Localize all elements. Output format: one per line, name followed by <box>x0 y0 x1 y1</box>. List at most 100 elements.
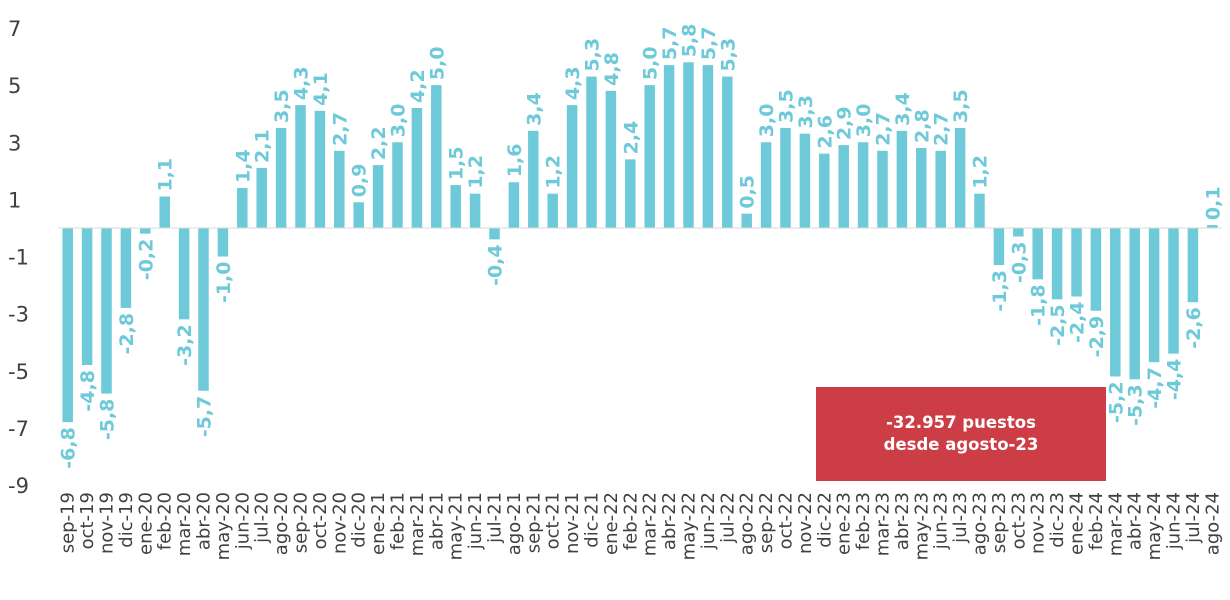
bar <box>1032 227 1043 280</box>
data-label: -2,6 <box>1183 307 1205 349</box>
data-label: 1,2 <box>970 155 992 189</box>
bar <box>760 142 772 228</box>
data-label: 5,7 <box>698 26 720 60</box>
x-tick-label: sep-20 <box>291 492 312 553</box>
x-tick-label: may-21 <box>446 492 467 560</box>
x-tick-label: feb-24 <box>1086 492 1107 550</box>
bar <box>857 142 869 228</box>
data-label: -2,5 <box>1047 304 1069 346</box>
data-label: 4,3 <box>291 66 313 100</box>
bar <box>974 193 985 228</box>
bar <box>431 85 442 228</box>
x-tick-label: may-22 <box>679 492 700 560</box>
bar <box>799 133 811 228</box>
bar <box>1187 227 1199 303</box>
bar <box>198 227 209 391</box>
x-tick-label: sep-19 <box>58 492 79 553</box>
x-tick-label: mar-21 <box>407 492 428 556</box>
bar <box>722 76 733 228</box>
bars-group <box>62 62 1218 423</box>
x-tick-label: dic-20 <box>349 492 370 548</box>
bar <box>275 127 287 228</box>
bar <box>663 65 675 228</box>
data-label: 3,4 <box>523 92 545 126</box>
bar <box>819 153 830 228</box>
data-label: 4,3 <box>562 66 584 100</box>
bar <box>625 159 636 228</box>
x-tick-label: may-23 <box>911 492 932 560</box>
bar <box>877 150 888 228</box>
bar <box>644 85 655 228</box>
bar <box>237 187 248 228</box>
bar <box>547 193 558 228</box>
bar <box>1071 227 1082 297</box>
bar <box>450 185 461 228</box>
x-tick-label: ene-22 <box>601 492 622 555</box>
y-tick-label: 1 <box>8 188 21 212</box>
x-tick-label: abr-24 <box>1125 492 1146 550</box>
y-tick-label: 7 <box>8 17 21 41</box>
x-tick-label: jul-22 <box>717 492 738 544</box>
bar <box>566 105 578 228</box>
callout-line-2: desde agosto-23 <box>883 435 1039 454</box>
bar <box>993 227 1005 266</box>
bar <box>838 145 849 228</box>
bar <box>314 110 326 228</box>
x-tick-label: may-24 <box>1144 492 1165 560</box>
x-tick-label: jun-20 <box>232 492 253 550</box>
x-tick-label: ene-23 <box>834 492 855 555</box>
data-label: 3,4 <box>892 92 914 126</box>
y-tick-label: -5 <box>8 360 29 384</box>
bar <box>780 127 791 228</box>
data-label: -0,4 <box>485 244 507 286</box>
x-tick-label: ene-20 <box>135 492 156 555</box>
data-label: -2,8 <box>116 313 138 355</box>
bar <box>1013 227 1024 237</box>
x-tick-label: nov-20 <box>329 492 350 554</box>
x-tick-label: ago-23 <box>970 492 991 555</box>
data-labels-group: -6,8-4,8-5,8-2,8-0,21,1-3,2-5,7-1,01,42,… <box>58 24 1225 469</box>
bar <box>741 213 752 228</box>
x-tick-label: mar-22 <box>640 492 661 556</box>
x-tick-label: nov-22 <box>795 492 816 554</box>
data-label: 4,1 <box>310 72 332 106</box>
x-tick-label: dic-21 <box>582 492 603 548</box>
y-tick-label: 3 <box>8 131 21 155</box>
x-tick-label: jul-21 <box>485 492 506 544</box>
bar <box>1129 227 1140 380</box>
bar <box>683 62 694 228</box>
y-tick-label: -7 <box>8 417 29 441</box>
bar <box>896 130 908 228</box>
bar <box>954 127 966 228</box>
x-tick-label: oct-23 <box>1008 492 1029 549</box>
y-tick-label: 5 <box>8 74 21 98</box>
data-label: -1,0 <box>213 262 235 304</box>
bar <box>935 150 946 228</box>
x-tick-label: dic-22 <box>814 492 835 548</box>
data-label: -1,8 <box>1028 284 1050 326</box>
bar <box>1168 227 1179 354</box>
data-label: -0,3 <box>1008 242 1030 284</box>
data-label: 2,1 <box>252 129 274 163</box>
data-label: 5,0 <box>426 46 448 80</box>
data-label: -5,8 <box>97 399 119 441</box>
x-tick-label: dic-23 <box>1047 492 1068 548</box>
bar <box>1148 227 1160 363</box>
x-tick-label: abr-20 <box>194 492 215 550</box>
x-tick-label: jul-24 <box>1183 492 1204 544</box>
data-label: -4,4 <box>1164 359 1186 401</box>
x-tick-label: jun-23 <box>931 492 952 550</box>
bar <box>256 167 267 228</box>
data-label: 5,8 <box>679 24 701 58</box>
x-tick-label: nov-21 <box>562 492 583 554</box>
bar <box>411 107 423 228</box>
x-tick-label: abr-21 <box>426 492 447 550</box>
bar <box>159 196 170 228</box>
bar <box>1051 227 1063 300</box>
bar <box>334 150 345 228</box>
bar <box>605 90 617 228</box>
x-tick-label: ene-21 <box>368 492 389 555</box>
bar <box>295 105 306 228</box>
bar <box>120 227 132 308</box>
